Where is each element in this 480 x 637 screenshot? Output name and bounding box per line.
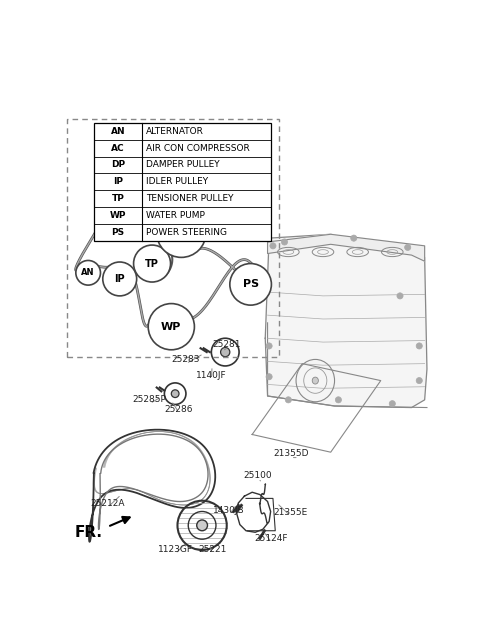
Circle shape: [76, 261, 100, 285]
Circle shape: [270, 243, 276, 249]
Text: AC: AC: [111, 143, 125, 152]
Text: IP: IP: [114, 274, 125, 284]
Text: FR.: FR.: [75, 525, 103, 540]
Text: ALTERNATOR: ALTERNATOR: [146, 127, 204, 136]
Text: AN: AN: [111, 127, 125, 136]
Text: AN: AN: [82, 268, 95, 277]
Text: AIR CON COMPRESSOR: AIR CON COMPRESSOR: [146, 143, 250, 152]
Polygon shape: [265, 234, 427, 408]
Circle shape: [405, 245, 411, 250]
Text: IDLER PULLEY: IDLER PULLEY: [146, 178, 208, 187]
Text: DAMPER PULLEY: DAMPER PULLEY: [146, 161, 219, 169]
Text: WATER PUMP: WATER PUMP: [146, 211, 205, 220]
Circle shape: [389, 401, 396, 407]
Polygon shape: [267, 234, 425, 261]
Circle shape: [230, 264, 271, 305]
Bar: [94, 123, 271, 241]
Circle shape: [197, 520, 207, 531]
Text: 25100: 25100: [243, 471, 272, 480]
Text: 1430JB: 1430JB: [213, 506, 245, 515]
Text: WP: WP: [161, 322, 181, 332]
Circle shape: [397, 293, 403, 299]
Circle shape: [221, 347, 230, 357]
Text: 25212A: 25212A: [90, 499, 125, 508]
Circle shape: [336, 397, 341, 403]
Circle shape: [266, 374, 272, 380]
Text: 25221: 25221: [198, 545, 226, 554]
Text: 25281: 25281: [213, 340, 241, 349]
Circle shape: [416, 378, 422, 383]
Text: PS: PS: [242, 280, 259, 289]
Circle shape: [148, 304, 194, 350]
Text: AC: AC: [112, 206, 127, 216]
Text: POWER STEERING: POWER STEERING: [146, 228, 227, 237]
Circle shape: [351, 235, 357, 241]
Circle shape: [100, 191, 140, 231]
Text: 1140JF: 1140JF: [196, 371, 227, 380]
Text: DP: DP: [111, 161, 125, 169]
Text: PS: PS: [112, 228, 125, 237]
Text: 21355E: 21355E: [274, 508, 308, 517]
Text: 1123GF: 1123GF: [157, 545, 192, 554]
Circle shape: [171, 390, 179, 397]
Text: TP: TP: [112, 194, 125, 203]
Text: IP: IP: [113, 178, 123, 187]
Text: 25285P: 25285P: [133, 396, 167, 404]
Text: TENSIONER PULLEY: TENSIONER PULLEY: [146, 194, 233, 203]
Circle shape: [281, 239, 288, 245]
Circle shape: [103, 262, 137, 296]
Text: WP: WP: [110, 211, 126, 220]
Circle shape: [133, 245, 170, 282]
Circle shape: [156, 208, 206, 257]
Text: 25124F: 25124F: [255, 534, 288, 543]
Circle shape: [266, 343, 272, 349]
Text: DP: DP: [173, 228, 190, 238]
Text: 25286: 25286: [165, 404, 193, 413]
Text: TP: TP: [145, 259, 159, 269]
Ellipse shape: [312, 377, 318, 384]
Circle shape: [416, 343, 422, 349]
Circle shape: [285, 397, 291, 403]
Text: 25283: 25283: [172, 355, 200, 364]
Text: 21355D: 21355D: [273, 449, 309, 458]
